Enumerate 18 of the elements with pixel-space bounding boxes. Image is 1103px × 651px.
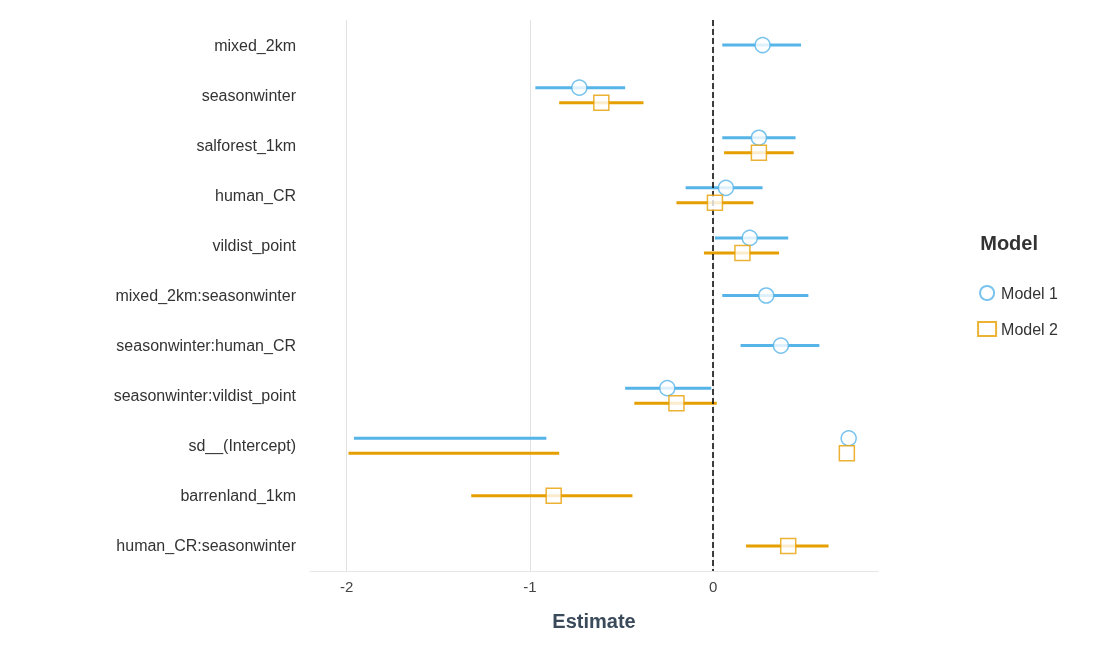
y-tick-label: human_CR	[215, 186, 296, 205]
legend-label: Model 1	[1001, 284, 1059, 302]
y-tick-label: seasonwinter:human_CR	[116, 337, 296, 356]
x-tick-label: -1	[523, 578, 537, 595]
y-tick-label: barrenland_1km	[180, 487, 296, 506]
legend-title: Model	[980, 232, 1039, 254]
y-tick-label: human_CR:seasonwinter	[116, 537, 297, 556]
y-tick-label: mixed_2km:seasonwinter	[115, 287, 297, 305]
y-tick-label: sd__(Intercept)	[188, 437, 296, 456]
x-axis-title: Estimate	[552, 610, 636, 632]
x-tick-label: -2	[339, 578, 354, 595]
y-tick-label: seasonwinter	[201, 86, 297, 104]
y-tick-label: mixed_2km	[214, 36, 296, 55]
y-tick-label: seasonwinter:vildist_point	[113, 387, 297, 406]
y-tick-label: vildist_point	[212, 236, 297, 255]
x-tick-label: 0	[708, 578, 718, 595]
legend-label: Model 2	[1001, 320, 1059, 338]
y-tick-label: salforest_1km	[196, 136, 296, 155]
